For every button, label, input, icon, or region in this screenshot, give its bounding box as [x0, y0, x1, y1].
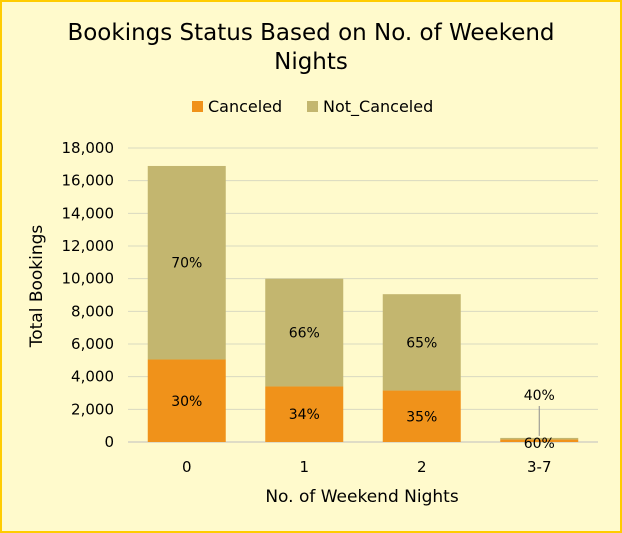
data-label-not_canceled-3-7: 40%	[524, 388, 555, 404]
data-label-not_canceled-1: 66%	[289, 326, 320, 342]
title-line-1: Bookings Status Based on No. of Weekend	[67, 20, 554, 46]
data-label-not_canceled-2: 65%	[406, 335, 437, 351]
bar-not_canceled-3-7	[500, 437, 579, 440]
bar-canceled-3-7	[500, 439, 579, 442]
x-tick-label: 1	[299, 458, 309, 476]
legend-swatch-canceled	[192, 101, 203, 112]
y-axis-title: Total Bookings	[27, 225, 47, 349]
legend-label-canceled: Canceled	[208, 97, 282, 116]
bar-not_canceled-0	[147, 165, 226, 360]
data-label-canceled-0: 30%	[171, 394, 202, 410]
title-line-2: Nights	[274, 49, 348, 75]
bar-not_canceled-1	[265, 278, 344, 387]
y-tick-label: 2,000	[71, 400, 114, 418]
legend-swatch-not_canceled	[307, 101, 318, 112]
legend-label-not_canceled: Not_Canceled	[323, 97, 433, 117]
y-tick-label: 16,000	[62, 172, 115, 190]
x-tick-label: 0	[182, 458, 192, 476]
data-label-canceled-3-7: 60%	[524, 436, 555, 452]
bar-not_canceled-2	[382, 294, 461, 391]
bars	[147, 165, 579, 442]
bar-canceled-1	[265, 386, 344, 442]
y-axis-ticks: 0 2,000 4,000 6,000 8,000 10,000 12,000 14,000 1…	[62, 139, 115, 451]
legend: Canceled Not_Canceled	[192, 97, 433, 117]
x-axis-ticks: 0 1 2 3-7	[182, 458, 552, 476]
data-label-not_canceled-0: 70%	[171, 256, 202, 272]
y-tick-label: 14,000	[62, 204, 115, 222]
y-tick-label: 12,000	[62, 237, 115, 255]
data-label-canceled-2: 35%	[406, 409, 437, 425]
x-tick-label: 2	[417, 458, 427, 476]
y-tick-label: 0	[104, 433, 114, 451]
y-tick-label: 18,000	[62, 139, 115, 157]
y-tick-label: 4,000	[71, 368, 114, 386]
x-tick-label: 3-7	[527, 458, 552, 476]
data-labels: 30% 70% 34% 66% 35% 65% 60% 40%	[171, 256, 555, 452]
y-tick-label: 10,000	[62, 270, 115, 288]
bar-canceled-0	[147, 359, 226, 442]
bar-canceled-2	[382, 390, 461, 442]
x-axis-title: No. of Weekend Nights	[265, 487, 458, 507]
data-label-canceled-1: 34%	[289, 407, 320, 423]
y-tick-label: 8,000	[71, 302, 114, 320]
y-tick-label: 6,000	[71, 335, 114, 353]
chart-title: Bookings Status Based on No. of Weekend N…	[67, 20, 554, 75]
